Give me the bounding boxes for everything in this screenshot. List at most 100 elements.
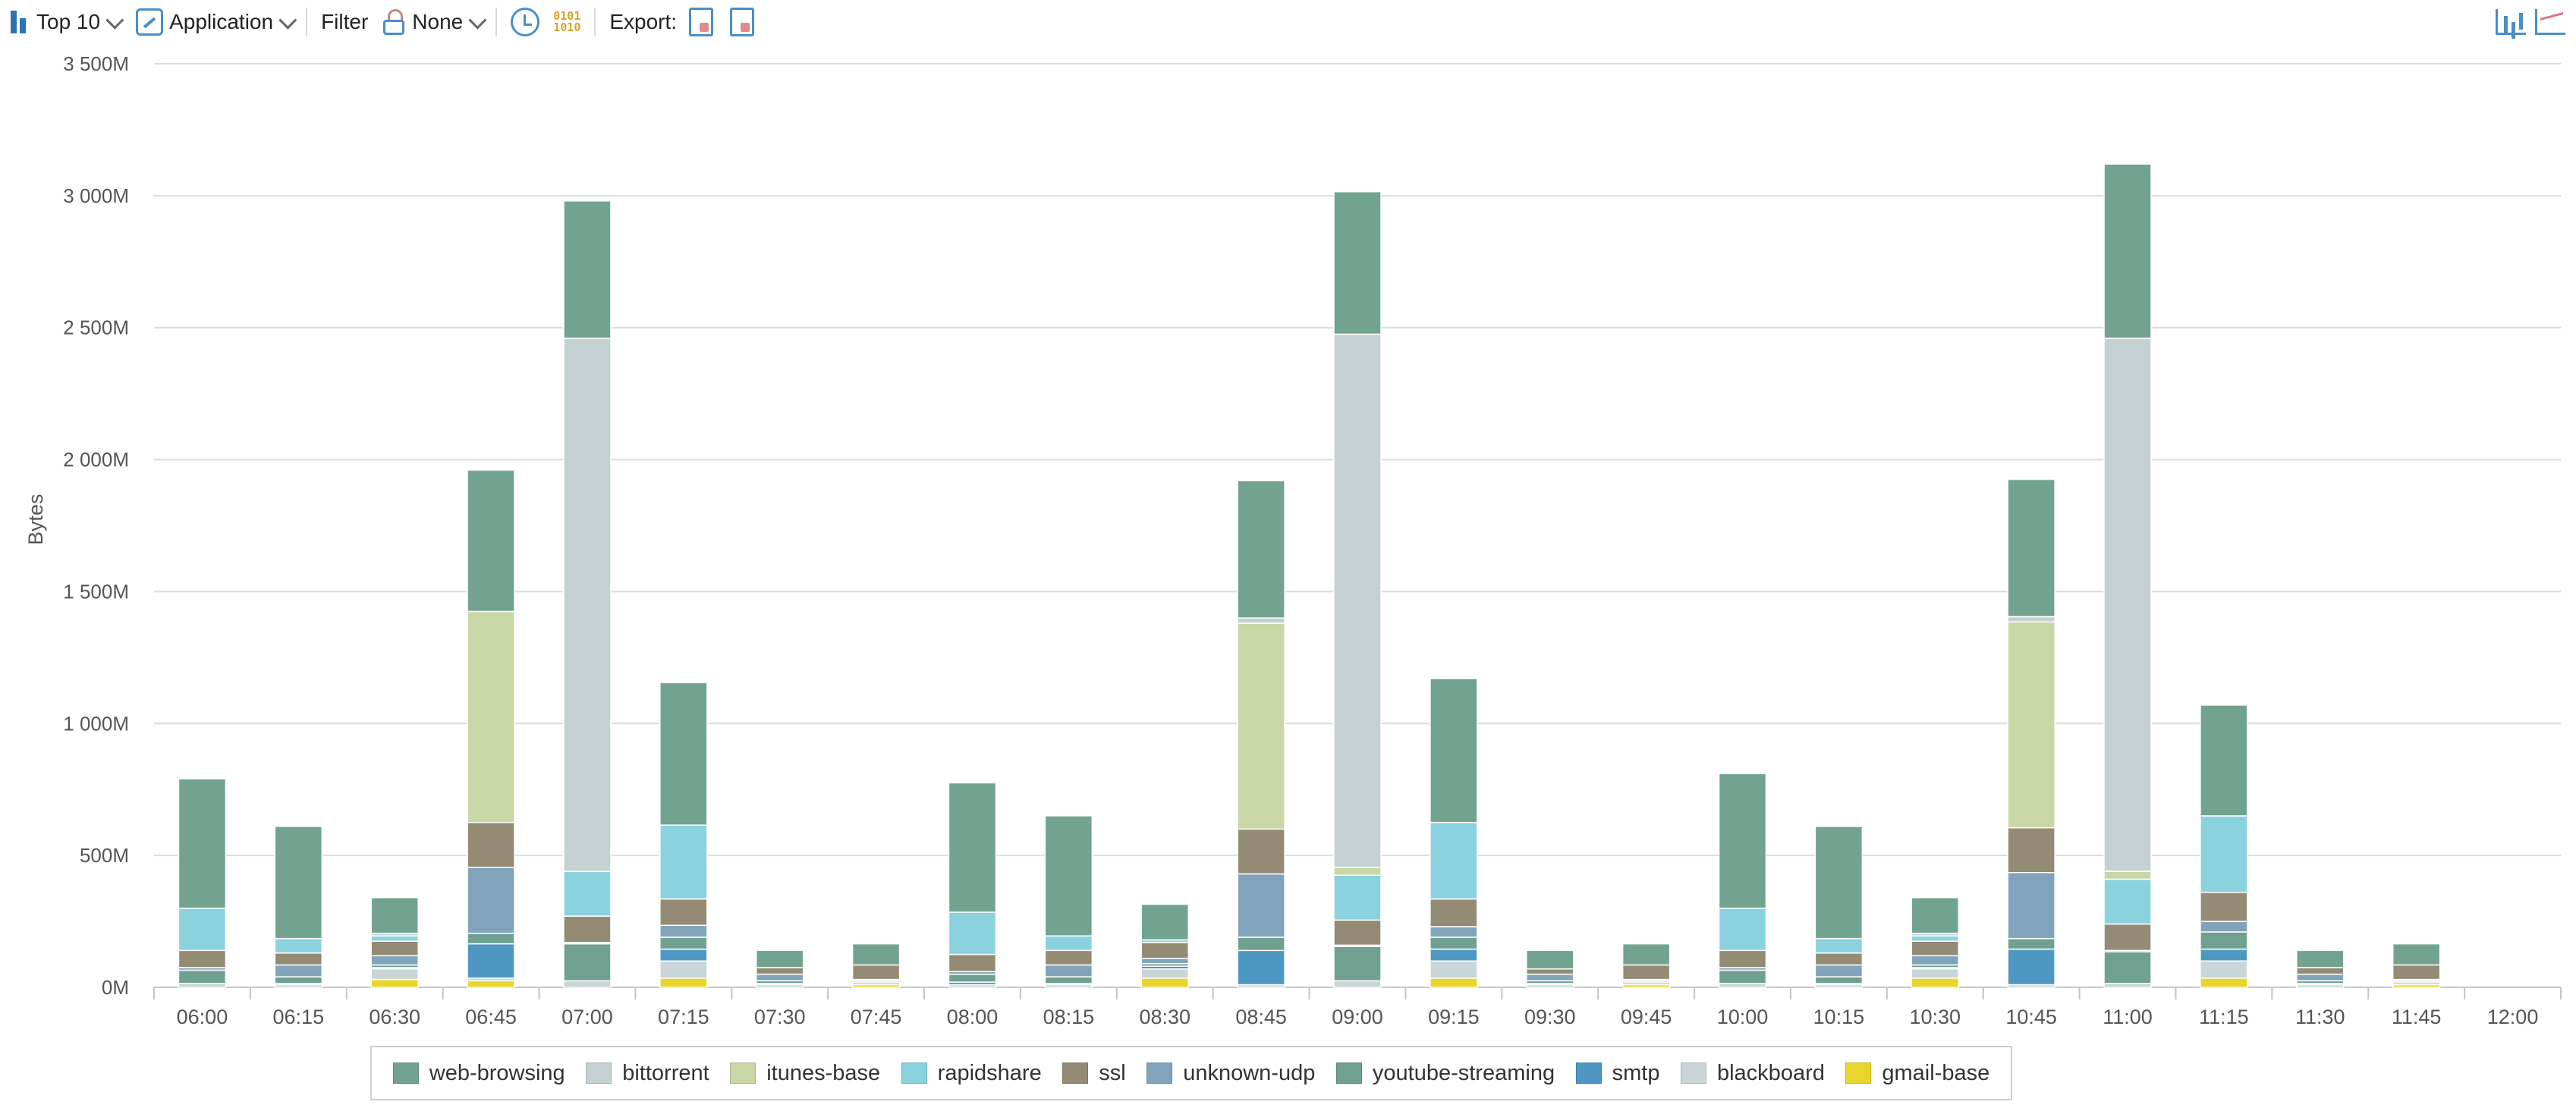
bar-segment-youtube-streaming <box>948 973 997 983</box>
toolbar: Top 10 Application Filter None 0101 1010 … <box>0 0 2576 44</box>
bar-segment-youtube-streaming <box>467 932 515 945</box>
export-pdf-icon[interactable] <box>730 8 755 36</box>
bar-segment-rapidshare <box>1333 874 1382 921</box>
bar-segment-rapidshare <box>563 870 612 917</box>
toolbar-divider <box>306 8 308 36</box>
bar-segment-unknown-udp <box>2007 871 2055 940</box>
legend-swatch <box>392 1062 419 1084</box>
binary-icon[interactable]: 0101 1010 <box>553 9 581 34</box>
top-n-dropdown[interactable]: Top 10 <box>9 10 124 34</box>
legend-item[interactable]: ssl <box>1062 1061 1126 1086</box>
bar-segment-ssl <box>851 964 901 981</box>
bar-segment-blackboard <box>1430 960 1478 979</box>
legend-label: web-browsing <box>429 1060 565 1085</box>
group-by-dropdown[interactable]: Application <box>136 8 297 36</box>
bar-segment-web-browsing <box>851 943 901 966</box>
bar-segment-unknown-udp <box>370 955 419 966</box>
bar-segment-web-browsing <box>563 200 612 339</box>
y-tick-label: 500M <box>80 844 129 867</box>
bar-segment-ssl <box>1237 828 1285 875</box>
x-tick-label: 06:15 <box>273 1006 325 1028</box>
bar-segment-ssl <box>948 953 997 972</box>
x-tick-label: 08:00 <box>947 1006 999 1028</box>
x-tick-label: 08:30 <box>1139 1006 1190 1028</box>
legend-item[interactable]: web-browsing <box>392 1060 565 1086</box>
bar-segment-ssl <box>274 952 323 966</box>
lock-icon <box>383 9 406 35</box>
bar-segment-web-browsing <box>1814 826 1864 940</box>
y-tick-label: 3 000M <box>63 184 129 207</box>
bar-segment-bittorrent <box>563 337 612 872</box>
chart-legend: web-browsing bittorrent itunes-base rapidsh… <box>370 1046 2012 1100</box>
bar-segment-web-browsing <box>1430 678 1478 823</box>
bar-segment-web-browsing <box>659 682 708 826</box>
bar-segment-web-browsing <box>178 778 227 909</box>
chevron-down-icon <box>468 11 487 30</box>
bar-segment-blackboard <box>2200 960 2248 979</box>
x-tick-label: 07:45 <box>851 1006 902 1028</box>
bar-segment-youtube-streaming <box>178 969 227 984</box>
bar-segment-smtp <box>659 948 708 962</box>
bar-segment-unknown-udp <box>1044 964 1093 978</box>
filter-dropdown[interactable]: None <box>383 9 487 35</box>
bar-chart-view-icon[interactable] <box>2496 9 2526 35</box>
legend-item[interactable]: youtube-streaming <box>1335 1061 1555 1086</box>
bar-segment-blackboard <box>370 968 419 981</box>
bar-chart-icon <box>9 11 30 33</box>
bar-segment-web-browsing <box>1526 949 1574 970</box>
legend-swatch <box>1845 1062 1872 1084</box>
bar-segment-blackboard <box>563 980 612 988</box>
line-chart-view-icon[interactable] <box>2535 9 2565 35</box>
bar-segment-bittorrent <box>2103 337 2152 872</box>
bar-segment-gmail-base <box>1911 978 1960 988</box>
filter-label-text: Filter <box>321 10 369 33</box>
stacked-bar-chart: 0M 500M 1 000M 1 500M 2 000M 2 500M 3 000M 3 50… <box>24 52 2562 1028</box>
bar-segment-ssl <box>2296 967 2345 975</box>
legend-item[interactable]: gmail-base <box>1845 1061 1989 1086</box>
y-axis-label: Bytes <box>24 494 47 546</box>
bar-segment-youtube-streaming <box>1814 976 1864 984</box>
bar-segment-gmail-base <box>659 978 708 988</box>
export-csv-icon[interactable] <box>689 8 714 36</box>
bar-segment-gmail-base <box>2200 978 2248 988</box>
legend-swatch <box>586 1062 612 1084</box>
bar-segment-unknown-udp <box>467 867 515 934</box>
legend-item[interactable]: itunes-base <box>730 1061 880 1086</box>
bar-segment-web-browsing <box>2007 478 2055 618</box>
y-tick-label: 2 000M <box>63 449 129 471</box>
legend-swatch <box>1146 1062 1173 1084</box>
bar-segment-web-browsing <box>1911 897 1960 934</box>
bar-segment-blackboard <box>178 983 227 988</box>
bar-segment-rapidshare <box>274 937 323 954</box>
legend-label: rapidshare <box>937 1060 1042 1085</box>
legend-item[interactable]: blackboard <box>1680 1061 1825 1086</box>
bar-segment-rapidshare <box>1718 907 1767 952</box>
legend-item[interactable]: rapidshare <box>901 1061 1042 1086</box>
legend-swatch <box>1335 1062 1362 1084</box>
bar-segment-ssl <box>370 940 419 957</box>
bar-segment-rapidshare <box>1814 937 1864 954</box>
bar-segment-web-browsing <box>2296 949 2345 968</box>
clock-refresh-icon[interactable] <box>511 8 540 36</box>
x-tick-label: 08:45 <box>1235 1006 1287 1028</box>
legend-item[interactable]: bittorrent <box>586 1061 709 1086</box>
bar-segment-rapidshare <box>1430 821 1478 900</box>
top-n-label: Top 10 <box>36 10 101 33</box>
bar-segment-smtp <box>467 943 515 979</box>
bar-segment-youtube-streaming <box>1430 937 1478 950</box>
legend-item[interactable]: smtp <box>1575 1061 1659 1086</box>
bar-segment-youtube-streaming <box>2007 937 2055 950</box>
legend-item[interactable]: unknown-udp <box>1146 1061 1315 1086</box>
bar-segment-web-browsing <box>1140 903 1189 941</box>
bar-segment-unknown-udp <box>274 964 323 978</box>
bar-segment-web-browsing <box>2392 943 2441 966</box>
x-tick-label: 12:00 <box>2487 1006 2539 1028</box>
bar-segment-blackboard <box>1718 983 1767 988</box>
x-tick-label: 08:15 <box>1043 1006 1095 1028</box>
y-tick-label: 2 500M <box>63 316 129 339</box>
x-tick-label: 06:30 <box>369 1006 420 1028</box>
bar-segment-rapidshare <box>2103 878 2152 925</box>
bar-segment-unknown-udp <box>755 973 804 982</box>
bar-segment-itunes-base <box>2103 870 2152 880</box>
x-tick-label: 10:00 <box>1717 1006 1769 1028</box>
